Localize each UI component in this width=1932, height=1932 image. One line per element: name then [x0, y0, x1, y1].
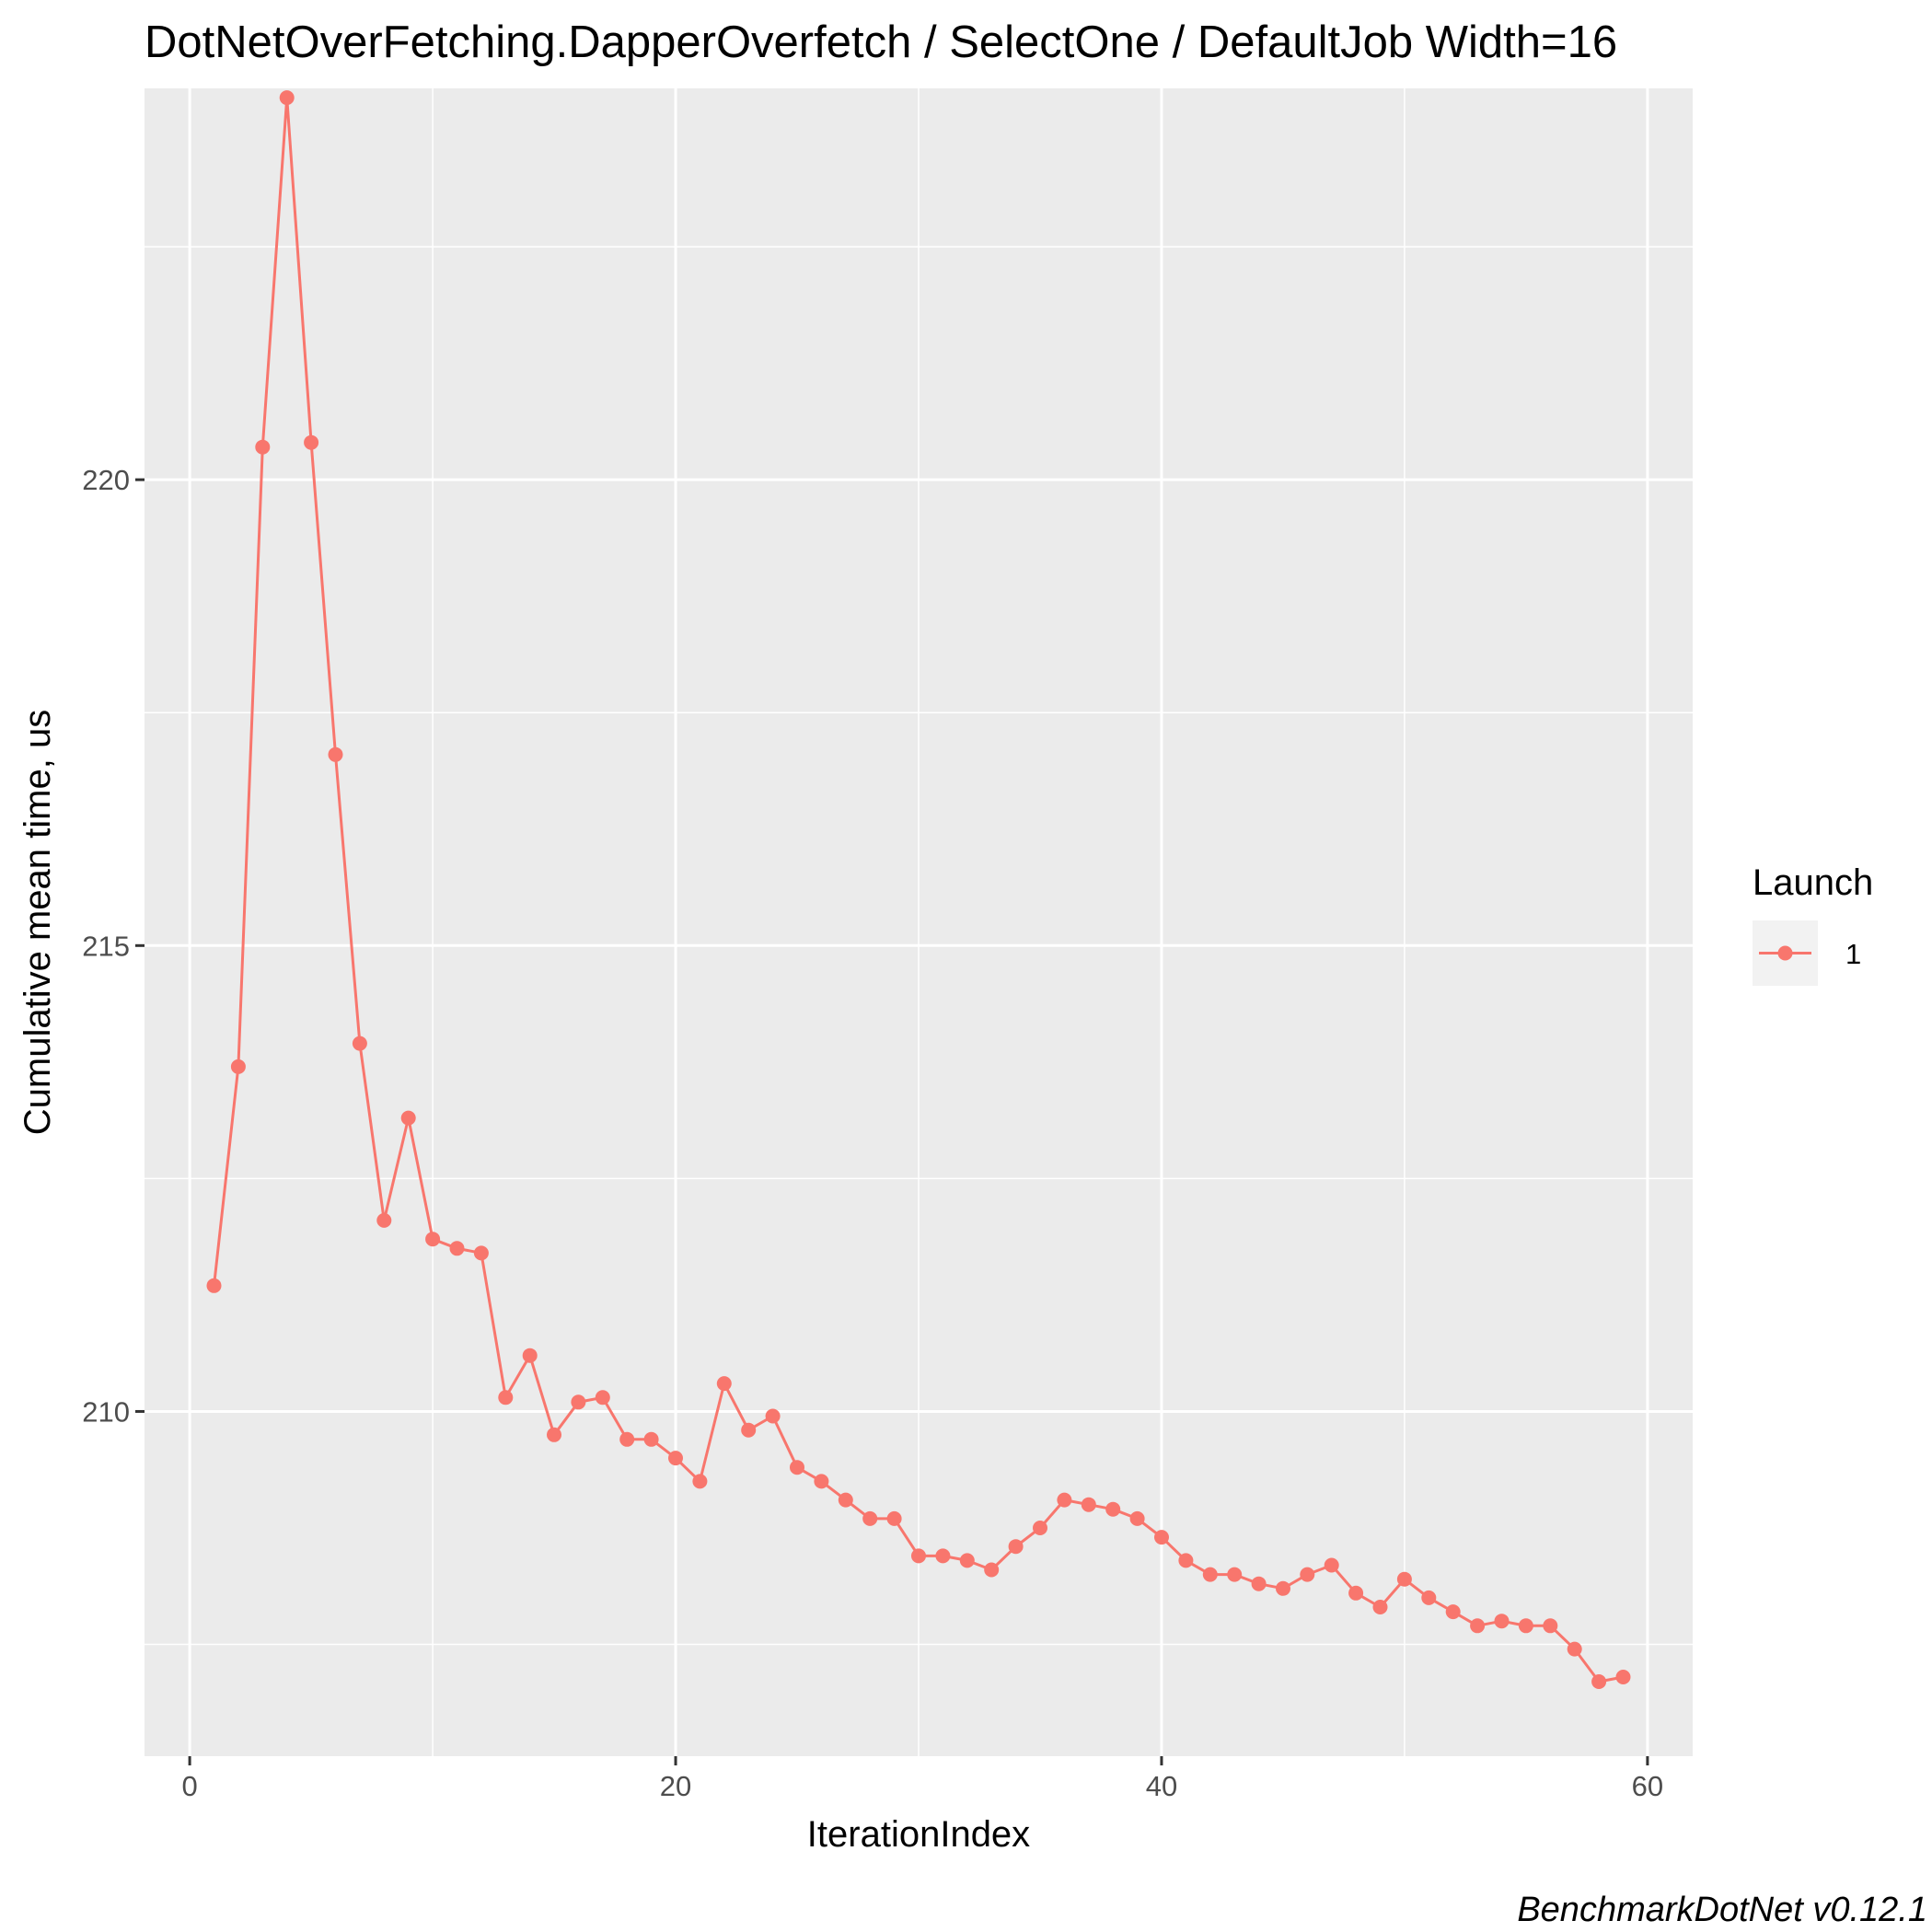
- y-axis: 210 215 220: [82, 464, 145, 1428]
- data-point: [1081, 1497, 1096, 1512]
- data-point: [935, 1548, 951, 1564]
- data-point: [765, 1408, 781, 1424]
- data-point: [814, 1474, 829, 1489]
- data-point: [1518, 1618, 1533, 1634]
- major-grid: [145, 88, 1693, 1756]
- y-tick-label: 215: [82, 930, 130, 962]
- data-point: [255, 439, 271, 455]
- legend-label: 1: [1845, 938, 1861, 970]
- data-point: [595, 1390, 610, 1406]
- x-tick-label: 0: [181, 1770, 197, 1802]
- data-point: [230, 1059, 246, 1074]
- data-point: [1227, 1567, 1243, 1582]
- x-tick-label: 60: [1632, 1770, 1663, 1802]
- data-point: [692, 1474, 708, 1489]
- data-point: [1033, 1521, 1047, 1535]
- data-point: [1372, 1600, 1388, 1614]
- legend-title: Launch: [1753, 862, 1873, 903]
- data-point: [425, 1232, 441, 1247]
- data-point: [716, 1376, 732, 1392]
- data-point: [1494, 1614, 1510, 1629]
- data-point: [1421, 1590, 1437, 1605]
- data-point: [1470, 1618, 1486, 1634]
- data-point: [619, 1431, 635, 1447]
- data-point: [1396, 1571, 1412, 1587]
- data-point: [1178, 1553, 1194, 1568]
- data-point: [1154, 1530, 1169, 1545]
- chart-title: DotNetOverFetching.DapperOverfetch / Sel…: [145, 17, 1617, 67]
- data-point: [449, 1241, 465, 1256]
- data-point: [1129, 1510, 1145, 1526]
- data-point: [1567, 1641, 1582, 1657]
- data-point: [304, 434, 319, 450]
- data-point: [522, 1348, 538, 1363]
- data-point: [1202, 1567, 1218, 1582]
- data-point: [376, 1212, 392, 1228]
- data-point: [984, 1562, 1000, 1578]
- data-point: [206, 1278, 222, 1293]
- caption: BenchmarkDotNet v0.12.1: [1517, 1891, 1927, 1929]
- data-point: [886, 1510, 902, 1526]
- data-point: [498, 1390, 514, 1406]
- data-point: [1276, 1580, 1290, 1596]
- data-point: [1105, 1501, 1121, 1517]
- data-point: [352, 1035, 367, 1051]
- data-point: [1057, 1492, 1072, 1508]
- data-point: [1445, 1604, 1461, 1620]
- data-point: [643, 1431, 659, 1447]
- legend-key-point: [1777, 945, 1793, 961]
- x-tick-label: 20: [660, 1770, 691, 1802]
- data-point: [400, 1110, 416, 1126]
- legend: Launch 1: [1753, 862, 1873, 986]
- data-point: [862, 1510, 878, 1526]
- x-axis-title: IterationIndex: [807, 1814, 1030, 1855]
- minor-grid: [145, 88, 1693, 1756]
- data-point: [571, 1394, 586, 1410]
- data-point: [547, 1427, 561, 1442]
- data-point: [279, 90, 295, 106]
- x-tick-label: 40: [1146, 1770, 1177, 1802]
- data-point: [1008, 1539, 1024, 1555]
- series-points-group: [206, 90, 1631, 1689]
- data-point: [1251, 1576, 1267, 1591]
- data-point: [790, 1460, 804, 1475]
- y-axis-title: Cumulative mean time, us: [17, 710, 58, 1135]
- x-axis: 0 20 40 60: [181, 1756, 1663, 1802]
- data-point: [911, 1548, 926, 1564]
- data-point: [1615, 1670, 1631, 1684]
- data-point: [1543, 1618, 1558, 1634]
- data-point: [741, 1422, 757, 1438]
- data-point: [668, 1451, 683, 1466]
- data-point: [1348, 1585, 1364, 1601]
- y-tick-label: 220: [82, 464, 130, 496]
- data-point: [473, 1245, 489, 1261]
- y-tick-label: 210: [82, 1395, 130, 1428]
- data-point: [1591, 1674, 1607, 1689]
- data-point: [838, 1492, 853, 1508]
- data-point: [1324, 1557, 1339, 1573]
- data-point: [1300, 1567, 1315, 1582]
- data-point: [328, 746, 343, 762]
- data-point: [959, 1553, 975, 1568]
